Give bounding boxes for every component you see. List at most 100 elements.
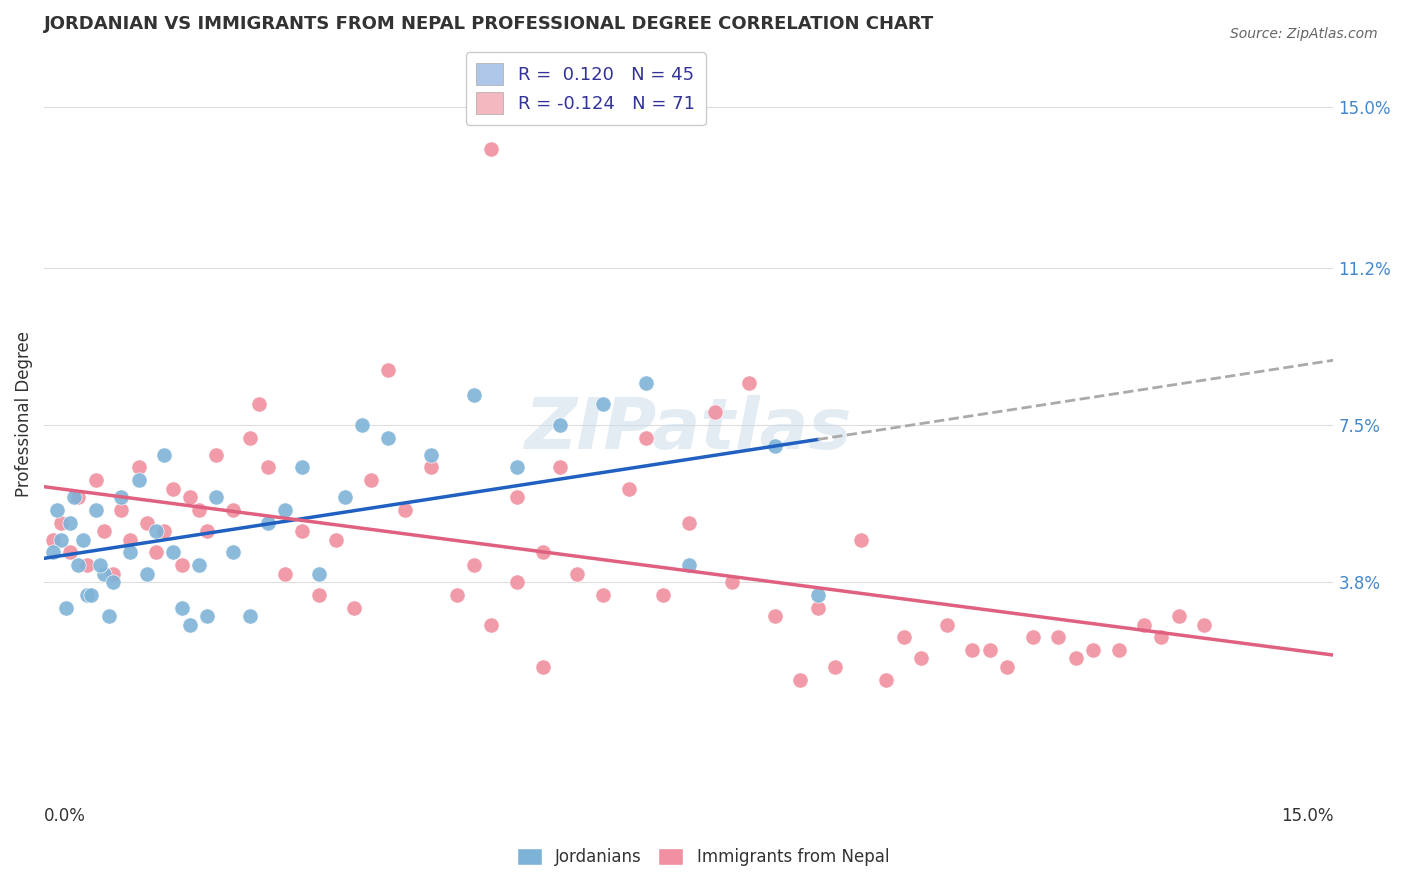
Point (41, 533, 63, 547)
Point (67, 490, 90, 504)
Point (360, 473, 382, 487)
Text: 0.0%: 0.0% (44, 807, 86, 825)
Legend: R =  0.120   N = 45, R = -0.124   N = 71: R = 0.120 N = 45, R = -0.124 N = 71 (465, 52, 706, 125)
Point (1021, 630, 1043, 644)
Point (849, 533, 872, 547)
Point (807, 588, 830, 602)
Point (55, 600, 77, 615)
Point (145, 524, 167, 538)
Point (59, 545, 82, 559)
Point (875, 673, 897, 687)
Text: 15.0%: 15.0% (1281, 807, 1333, 825)
Point (110, 490, 132, 504)
Point (1064, 651, 1087, 665)
Point (145, 545, 167, 559)
Point (291, 460, 314, 475)
Point (197, 524, 219, 538)
Point (76, 558, 98, 573)
Point (548, 417, 571, 432)
Point (136, 566, 159, 581)
Point (333, 490, 356, 504)
Point (153, 524, 176, 538)
Point (1047, 630, 1070, 644)
Point (377, 431, 399, 445)
Point (506, 575, 529, 590)
Point (738, 376, 761, 390)
Point (93, 566, 115, 581)
Point (807, 600, 830, 615)
Point (120, 545, 142, 559)
Point (291, 524, 314, 538)
Point (893, 630, 915, 644)
Point (179, 490, 201, 504)
Point (308, 566, 330, 581)
Point (1194, 617, 1216, 632)
Point (565, 566, 588, 581)
Point (80, 588, 103, 602)
Point (352, 417, 374, 432)
Point (256, 460, 278, 475)
Text: ZIPatlas: ZIPatlas (524, 395, 852, 464)
Point (162, 482, 184, 496)
Point (170, 600, 193, 615)
Point (308, 588, 330, 602)
Point (128, 473, 150, 487)
Point (274, 503, 297, 517)
Point (678, 516, 700, 530)
Point (479, 142, 502, 156)
Point (97, 609, 120, 624)
Point (1150, 630, 1173, 644)
Point (531, 545, 554, 559)
Text: JORDANIAN VS IMMIGRANTS FROM NEPAL PROFESSIONAL DEGREE CORRELATION CHART: JORDANIAN VS IMMIGRANTS FROM NEPAL PROFE… (44, 15, 935, 33)
Point (120, 533, 142, 547)
Point (153, 448, 176, 462)
Point (59, 516, 82, 530)
Point (506, 460, 529, 475)
Point (101, 566, 124, 581)
Point (67, 558, 90, 573)
Point (187, 558, 209, 573)
Point (531, 660, 554, 674)
Point (763, 609, 786, 624)
Point (419, 460, 441, 475)
Point (89, 558, 111, 573)
Point (162, 545, 184, 559)
Point (187, 503, 209, 517)
Point (377, 363, 399, 377)
Point (592, 588, 614, 602)
Point (41, 545, 63, 559)
Point (824, 660, 846, 674)
Point (76, 588, 98, 602)
Point (678, 558, 700, 573)
Point (506, 490, 529, 504)
Point (84, 473, 107, 487)
Y-axis label: Professional Degree: Professional Degree (15, 331, 32, 498)
Point (170, 558, 193, 573)
Point (197, 609, 219, 624)
Legend: Jordanians, Immigrants from Nepal: Jordanians, Immigrants from Nepal (509, 840, 897, 875)
Point (763, 439, 786, 453)
Point (1108, 643, 1130, 657)
Point (110, 503, 132, 517)
Point (256, 516, 278, 530)
Point (652, 588, 675, 602)
Point (419, 448, 441, 462)
Point (720, 575, 742, 590)
Point (617, 482, 640, 496)
Point (325, 533, 347, 547)
Text: Source: ZipAtlas.com: Source: ZipAtlas.com (1230, 27, 1378, 41)
Point (239, 609, 262, 624)
Point (247, 397, 270, 411)
Point (205, 448, 228, 462)
Point (962, 643, 984, 657)
Point (46, 503, 69, 517)
Point (703, 405, 725, 419)
Point (910, 651, 932, 665)
Point (394, 503, 416, 517)
Point (1167, 609, 1189, 624)
Point (239, 431, 262, 445)
Point (446, 588, 468, 602)
Point (463, 388, 485, 402)
Point (634, 376, 657, 390)
Point (84, 503, 107, 517)
